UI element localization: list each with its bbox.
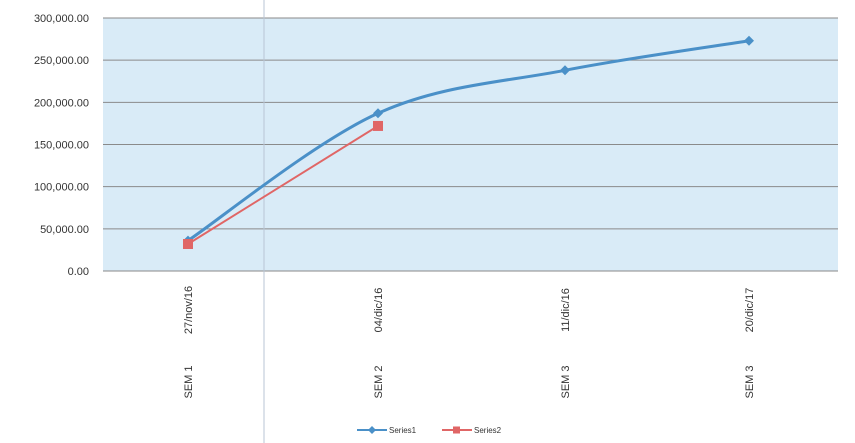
y-tick-label: 0.00 — [68, 266, 89, 278]
x-group-label: SEM 3 — [560, 365, 572, 398]
series-line-series2 — [187, 125, 379, 245]
x-tick-label: 27/nov/16 — [183, 286, 195, 334]
x-tick-label: 11/dic/16 — [560, 288, 572, 332]
x-group-label: SEM 2 — [373, 365, 385, 398]
y-tick-label: 300,000.00 — [34, 13, 89, 25]
data-point — [183, 239, 193, 250]
y-tick-label: 150,000.00 — [34, 140, 89, 152]
y-tick-label: 200,000.00 — [34, 97, 89, 109]
legend-marker — [368, 426, 376, 434]
y-tick-label: 50,000.00 — [40, 224, 89, 236]
data-point — [373, 120, 383, 131]
y-tick-label: 250,000.00 — [34, 55, 89, 67]
y-tick-label: 100,000.00 — [34, 182, 89, 194]
x-tick-label: 04/dic/16 — [373, 288, 385, 333]
x-group-label: SEM 3 — [744, 365, 756, 398]
legend-label: Series1 — [389, 426, 417, 435]
data-point — [560, 65, 570, 76]
data-point — [744, 35, 754, 46]
series-line-series1 — [187, 39, 750, 242]
x-tick-label: 20/dic/17 — [744, 288, 756, 333]
legend-label: Series2 — [474, 426, 502, 435]
x-group-label: SEM 1 — [183, 365, 195, 398]
data-point — [373, 108, 383, 119]
legend-marker — [453, 426, 460, 434]
